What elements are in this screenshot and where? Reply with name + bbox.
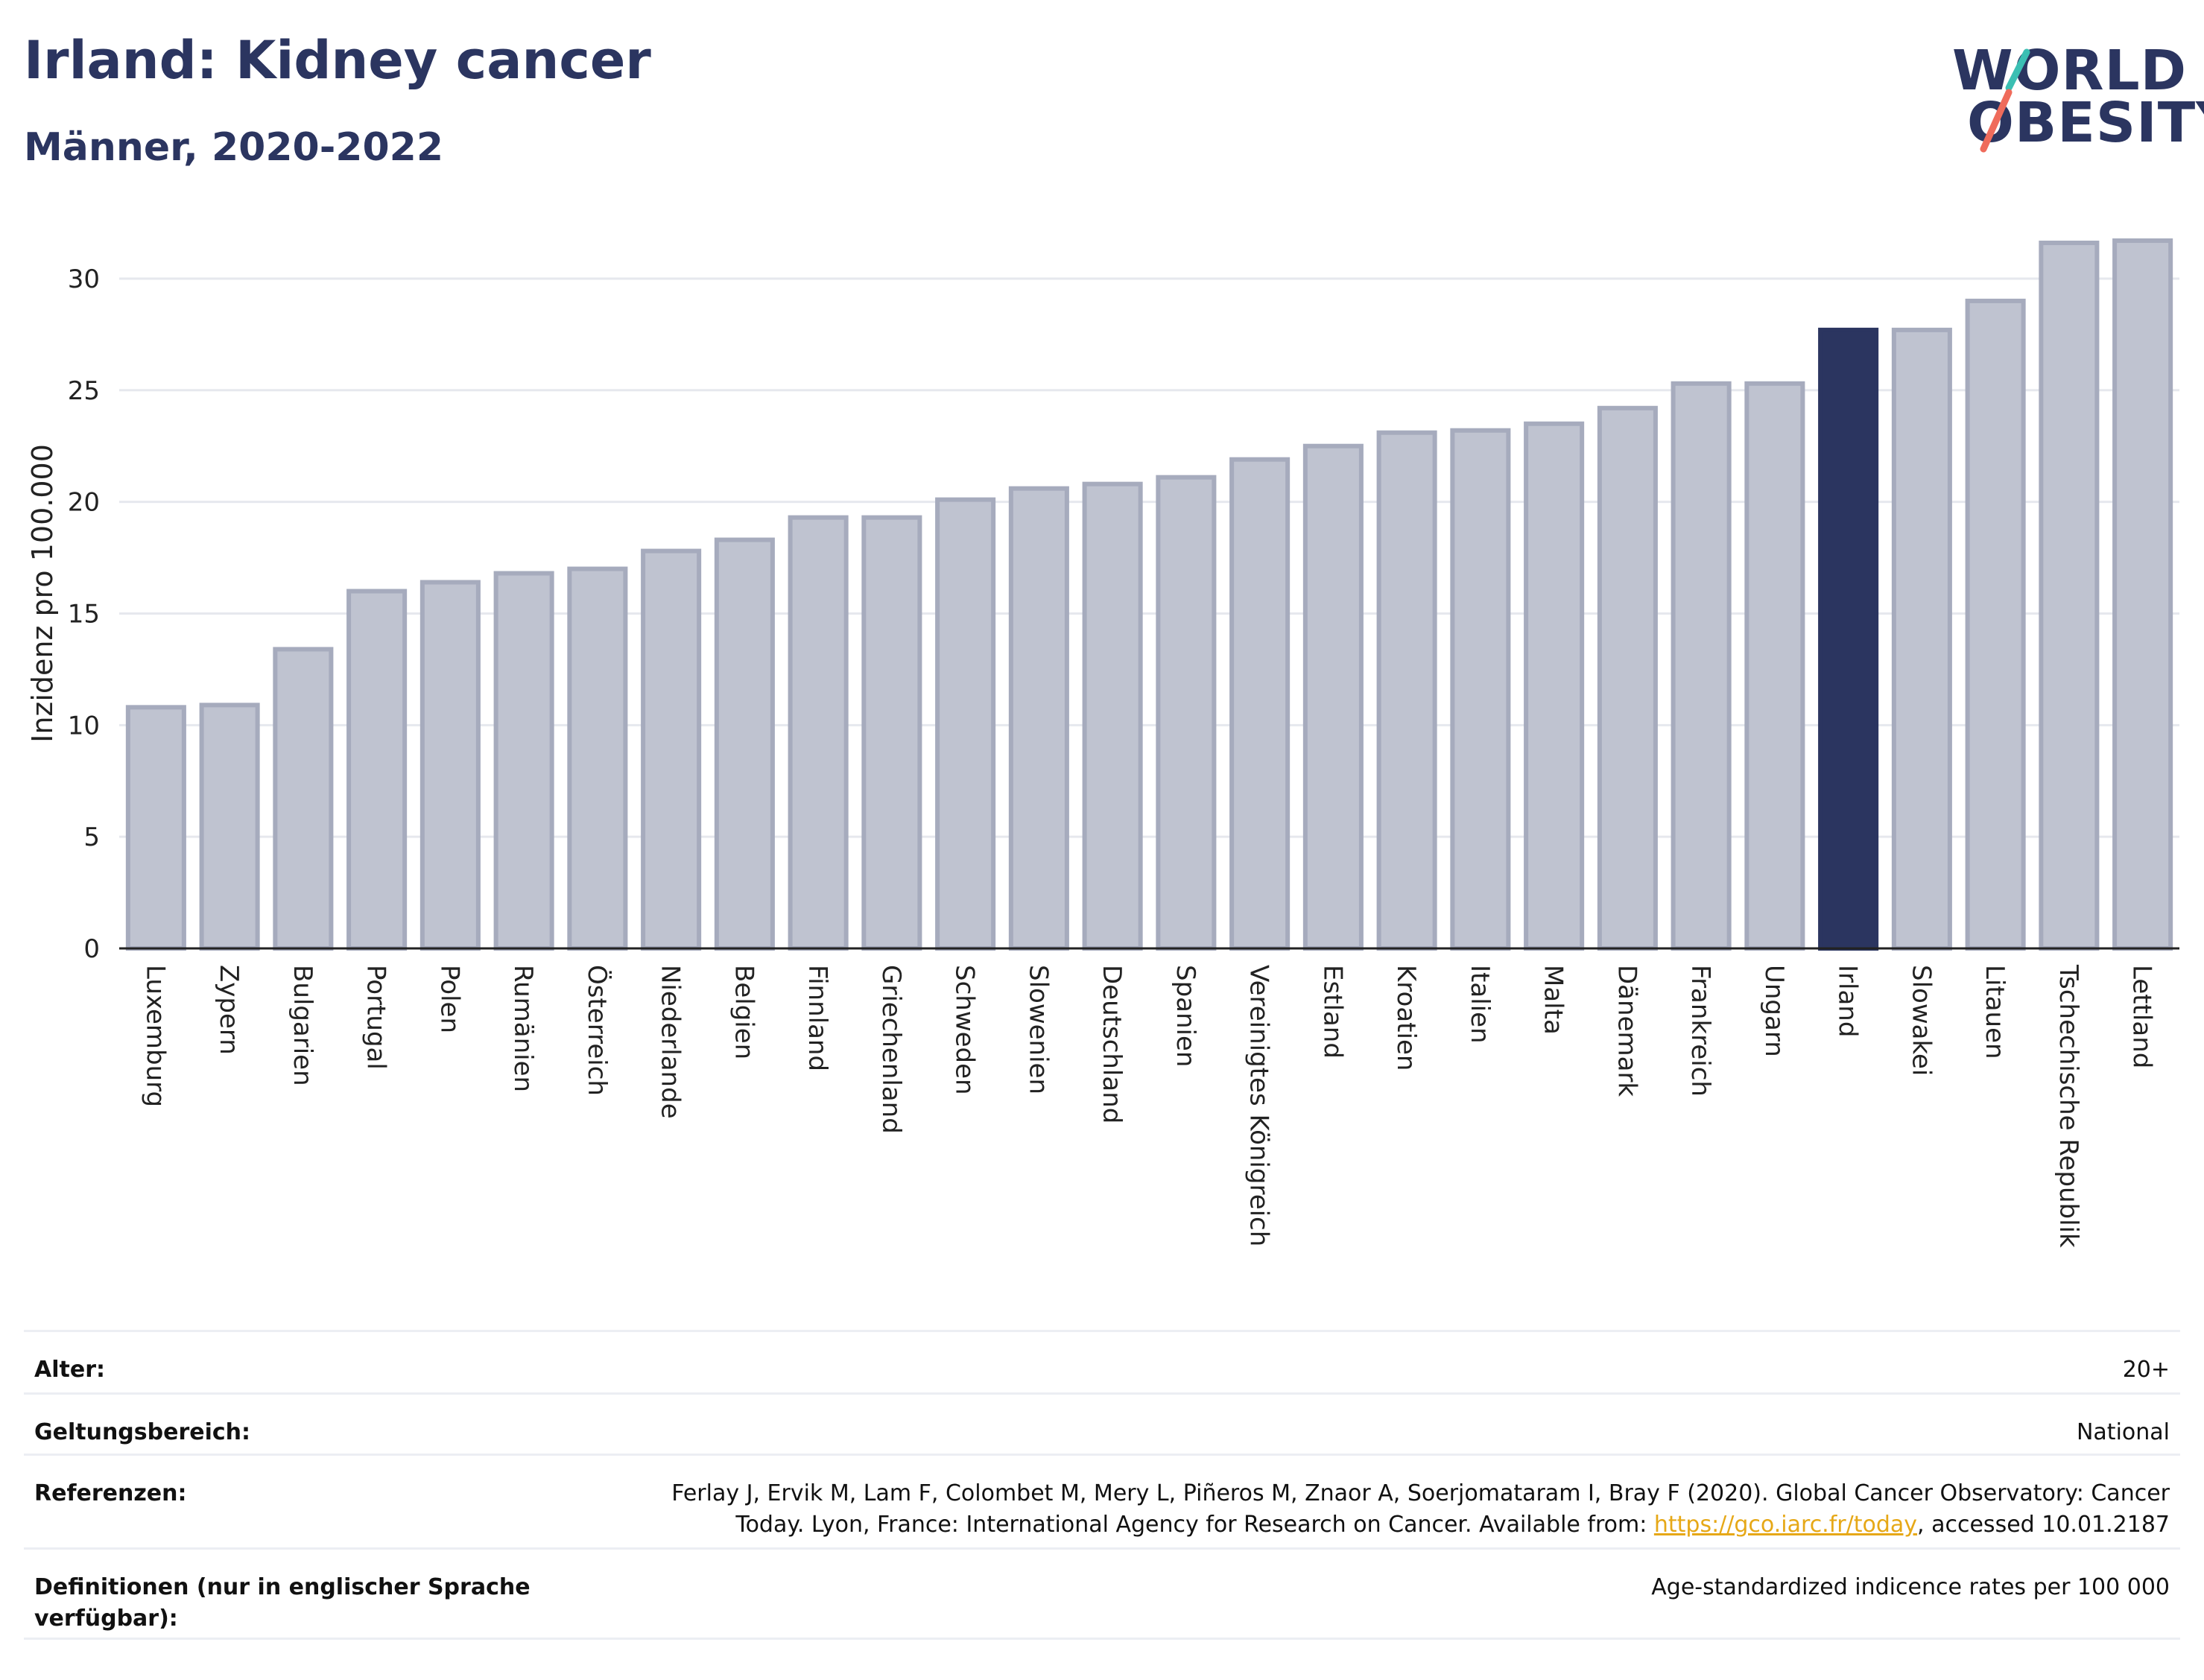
x-tick-label: Lettland xyxy=(2127,965,2157,1068)
bar-ungarn xyxy=(1744,381,1805,951)
bar-litauen xyxy=(1965,298,2026,951)
x-tick-label: Dänemark xyxy=(1612,965,1641,1097)
bar-vereinigtes-königreich xyxy=(1229,457,1291,951)
bar-lettland xyxy=(2112,238,2173,951)
world-obesity-logo: WORLD OBESITY xyxy=(1937,30,2204,164)
x-tick-label: Deutschland xyxy=(1097,965,1127,1123)
age-label: Alter: xyxy=(34,1357,105,1383)
bar-slowenien xyxy=(1008,486,1069,951)
y-tick-label: 15 xyxy=(68,599,100,629)
x-tick-label: Estland xyxy=(1317,965,1347,1059)
x-tick-label: Schweden xyxy=(950,965,980,1095)
meta-row-age: Alter: 20+ xyxy=(24,1330,2180,1392)
bar-chart: 0 5 10 15 20 25 30 Inzidenz pro 100.000 Luxembur… xyxy=(0,186,2204,1319)
bar-tschechische-republik xyxy=(2039,240,2100,951)
x-tick-label: Slowenien xyxy=(1023,965,1053,1094)
x-tick-label: Belgien xyxy=(729,965,759,1059)
age-value: 20+ xyxy=(2122,1357,2170,1383)
bar-spanien xyxy=(1156,475,1217,951)
bar-malta xyxy=(1524,421,1585,951)
definitions-label: Definitionen (nur in englischer Sprache … xyxy=(34,1574,531,1632)
x-tick-label: Irland xyxy=(1833,965,1863,1037)
scope-value: National xyxy=(2076,1419,2170,1445)
y-axis-title: Inzidenz pro 100.000 xyxy=(26,444,59,743)
x-tick-label: Kroatien xyxy=(1391,965,1421,1071)
bar-deutschland xyxy=(1082,481,1143,951)
bar-kroatien xyxy=(1376,430,1437,951)
bar-finnland xyxy=(788,515,849,951)
bar-niederlande xyxy=(641,548,702,951)
bar-griechenland xyxy=(861,515,922,951)
bar-portugal xyxy=(346,589,408,951)
references-link[interactable]: https://gco.iarc.fr/today xyxy=(1653,1512,1918,1538)
y-tick-label: 5 xyxy=(83,822,100,852)
bar-frankreich xyxy=(1671,381,1732,951)
bar-irland xyxy=(1818,327,1879,951)
x-tick-label: Rumänien xyxy=(508,965,538,1092)
bar-schweden xyxy=(935,497,996,951)
x-tick-label: Niederlande xyxy=(656,965,685,1119)
bar-luxemburg xyxy=(125,705,186,951)
bar-italien xyxy=(1450,428,1511,951)
y-tick-label: 0 xyxy=(83,934,100,964)
bar-dänemark xyxy=(1597,405,1658,951)
meta-row-definitions: Definitionen (nur in englischer Sprache … xyxy=(24,1547,2180,1640)
x-tick-label: Portugal xyxy=(361,965,391,1070)
logo-line-1: WORLD xyxy=(1952,39,2188,103)
x-tick-label: Frankreich xyxy=(1685,965,1715,1097)
logo-slash-icon xyxy=(1980,48,2030,153)
chart-svg: 0 5 10 15 20 25 30 Inzidenz pro 100.000 Luxembur… xyxy=(26,238,2179,1248)
y-tick-label: 10 xyxy=(68,711,100,741)
x-tick-label: Vereinigtes Königreich xyxy=(1244,965,1274,1246)
y-tick-label: 30 xyxy=(68,264,100,294)
bar-zypern xyxy=(199,703,260,951)
bar-bulgarien xyxy=(273,647,334,951)
bar-estland xyxy=(1302,443,1364,951)
x-tick-label: Zypern xyxy=(214,965,244,1055)
x-tick-label: Litauen xyxy=(1980,965,2010,1059)
bar-rumänien xyxy=(493,571,554,951)
bar-belgien xyxy=(714,537,775,951)
meta-row-scope: Geltungsbereich: National xyxy=(24,1392,2180,1454)
metadata-table: Alter: 20+ Geltungsbereich: National Ref… xyxy=(24,1330,2180,1640)
references-text-3: , accessed 10.01.2187 xyxy=(1917,1512,2170,1538)
chart-title: Irland: Kidney cancer xyxy=(24,30,651,91)
chart-subtitle: Männer, 2020-2022 xyxy=(24,125,444,170)
meta-row-references: Referenzen: Ferlay J, Ervik M, Lam F, Co… xyxy=(24,1454,2180,1547)
y-tick-label: 20 xyxy=(68,488,100,518)
x-tick-label: Bulgarien xyxy=(288,965,317,1086)
bar-slowakei xyxy=(1891,327,1952,951)
definitions-value: Age-standardized indicence rates per 100… xyxy=(1651,1574,2170,1600)
x-tick-label: Griechenland xyxy=(876,965,906,1134)
references-text-1: Ferlay J, Ervik M, Lam F, Colombet M, Me… xyxy=(671,1480,2170,1506)
x-tick-label: Malta xyxy=(1539,965,1568,1035)
x-tick-label: Luxemburg xyxy=(140,965,170,1107)
scope-label: Geltungsbereich: xyxy=(34,1419,251,1445)
x-tick-label: Tschechische Republik xyxy=(2053,964,2083,1248)
x-tick-label: Finnland xyxy=(802,965,832,1071)
x-tick-label: Spanien xyxy=(1171,965,1200,1067)
x-tick-label: Slowakei xyxy=(1906,965,1936,1076)
bar-österreich xyxy=(567,566,628,951)
x-tick-label: Italien xyxy=(1465,965,1495,1044)
x-tick-label: Österreich xyxy=(582,965,612,1096)
references-text-2: Today. Lyon, France: International Agenc… xyxy=(735,1512,1654,1538)
y-tick-label: 25 xyxy=(68,376,100,406)
references-value: Ferlay J, Ervik M, Lam F, Colombet M, Me… xyxy=(605,1478,2170,1541)
x-tick-label: Ungarn xyxy=(1759,965,1789,1057)
x-tick-label: Polen xyxy=(434,965,464,1033)
bar-polen xyxy=(419,580,481,951)
references-label: Referenzen: xyxy=(34,1480,187,1506)
